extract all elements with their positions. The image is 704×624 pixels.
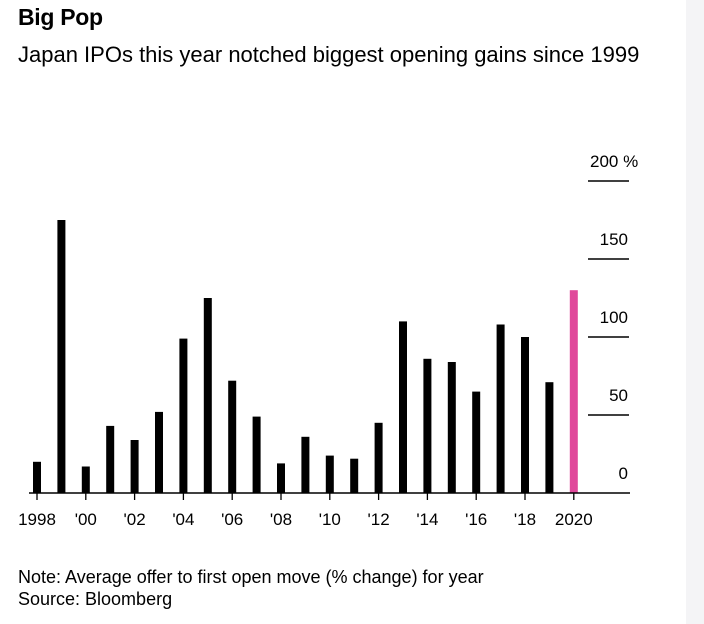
x-tick-label: 1998 bbox=[18, 510, 56, 529]
chart-title: Big Pop bbox=[18, 4, 103, 30]
bar-2009 bbox=[301, 436, 310, 493]
x-tick-label: '00 bbox=[75, 510, 97, 529]
bar-2003 bbox=[155, 411, 163, 493]
x-tick-label: '16 bbox=[465, 510, 487, 529]
bar-2000 bbox=[81, 466, 90, 493]
bar-2011 bbox=[350, 458, 359, 493]
x-tick-label: '04 bbox=[172, 510, 194, 529]
y-tick-label: 200 % bbox=[590, 152, 638, 171]
bar-2004 bbox=[179, 338, 188, 493]
chart-footnote: Note: Average offer to first open move (… bbox=[18, 566, 484, 610]
x-tick-label: '14 bbox=[416, 510, 438, 529]
right-margin-strip bbox=[686, 0, 704, 624]
bar-chart: 1998 '00 '02 '04 '06 '08 '10 '12 '14 '16 '18 2020 0 5… bbox=[18, 152, 638, 529]
bar-2013 bbox=[399, 321, 407, 493]
bar-2005 bbox=[203, 298, 212, 493]
x-tick-label: '02 bbox=[124, 510, 146, 529]
x-tick-label: '12 bbox=[368, 510, 390, 529]
bar-2020 bbox=[569, 290, 578, 493]
bar-1998 bbox=[33, 461, 41, 493]
bar-2015 bbox=[447, 362, 456, 493]
y-tick-label: 150 bbox=[600, 230, 628, 249]
bar-2014 bbox=[423, 358, 432, 493]
bar-2010 bbox=[325, 455, 334, 493]
bar-2007 bbox=[252, 416, 261, 493]
x-tick-label: '18 bbox=[514, 510, 536, 529]
bar-2006 bbox=[228, 380, 237, 493]
bar-2002 bbox=[130, 440, 139, 493]
bar-2019 bbox=[545, 382, 554, 493]
y-tick-label: 0 bbox=[619, 464, 628, 483]
bar-2008 bbox=[277, 463, 285, 493]
bar-2018 bbox=[521, 337, 529, 493]
x-tick-label: '10 bbox=[319, 510, 341, 529]
bar-1999 bbox=[57, 220, 66, 493]
x-tick-label: 2020 bbox=[555, 510, 593, 529]
chart-subtitle: Japan IPOs this year notched biggest ope… bbox=[18, 42, 640, 67]
note-text: Note: Average offer to first open move (… bbox=[18, 567, 484, 587]
source-text: Source: Bloomberg bbox=[18, 589, 173, 609]
y-tick-label: 50 bbox=[609, 386, 628, 405]
bar-2001 bbox=[106, 425, 115, 493]
x-tick-label: '08 bbox=[270, 510, 292, 529]
bar-2017 bbox=[496, 324, 505, 493]
y-tick-label: 100 bbox=[600, 308, 628, 327]
bar-2012 bbox=[374, 422, 383, 493]
x-tick-label: '06 bbox=[221, 510, 243, 529]
bar-2016 bbox=[472, 391, 481, 493]
